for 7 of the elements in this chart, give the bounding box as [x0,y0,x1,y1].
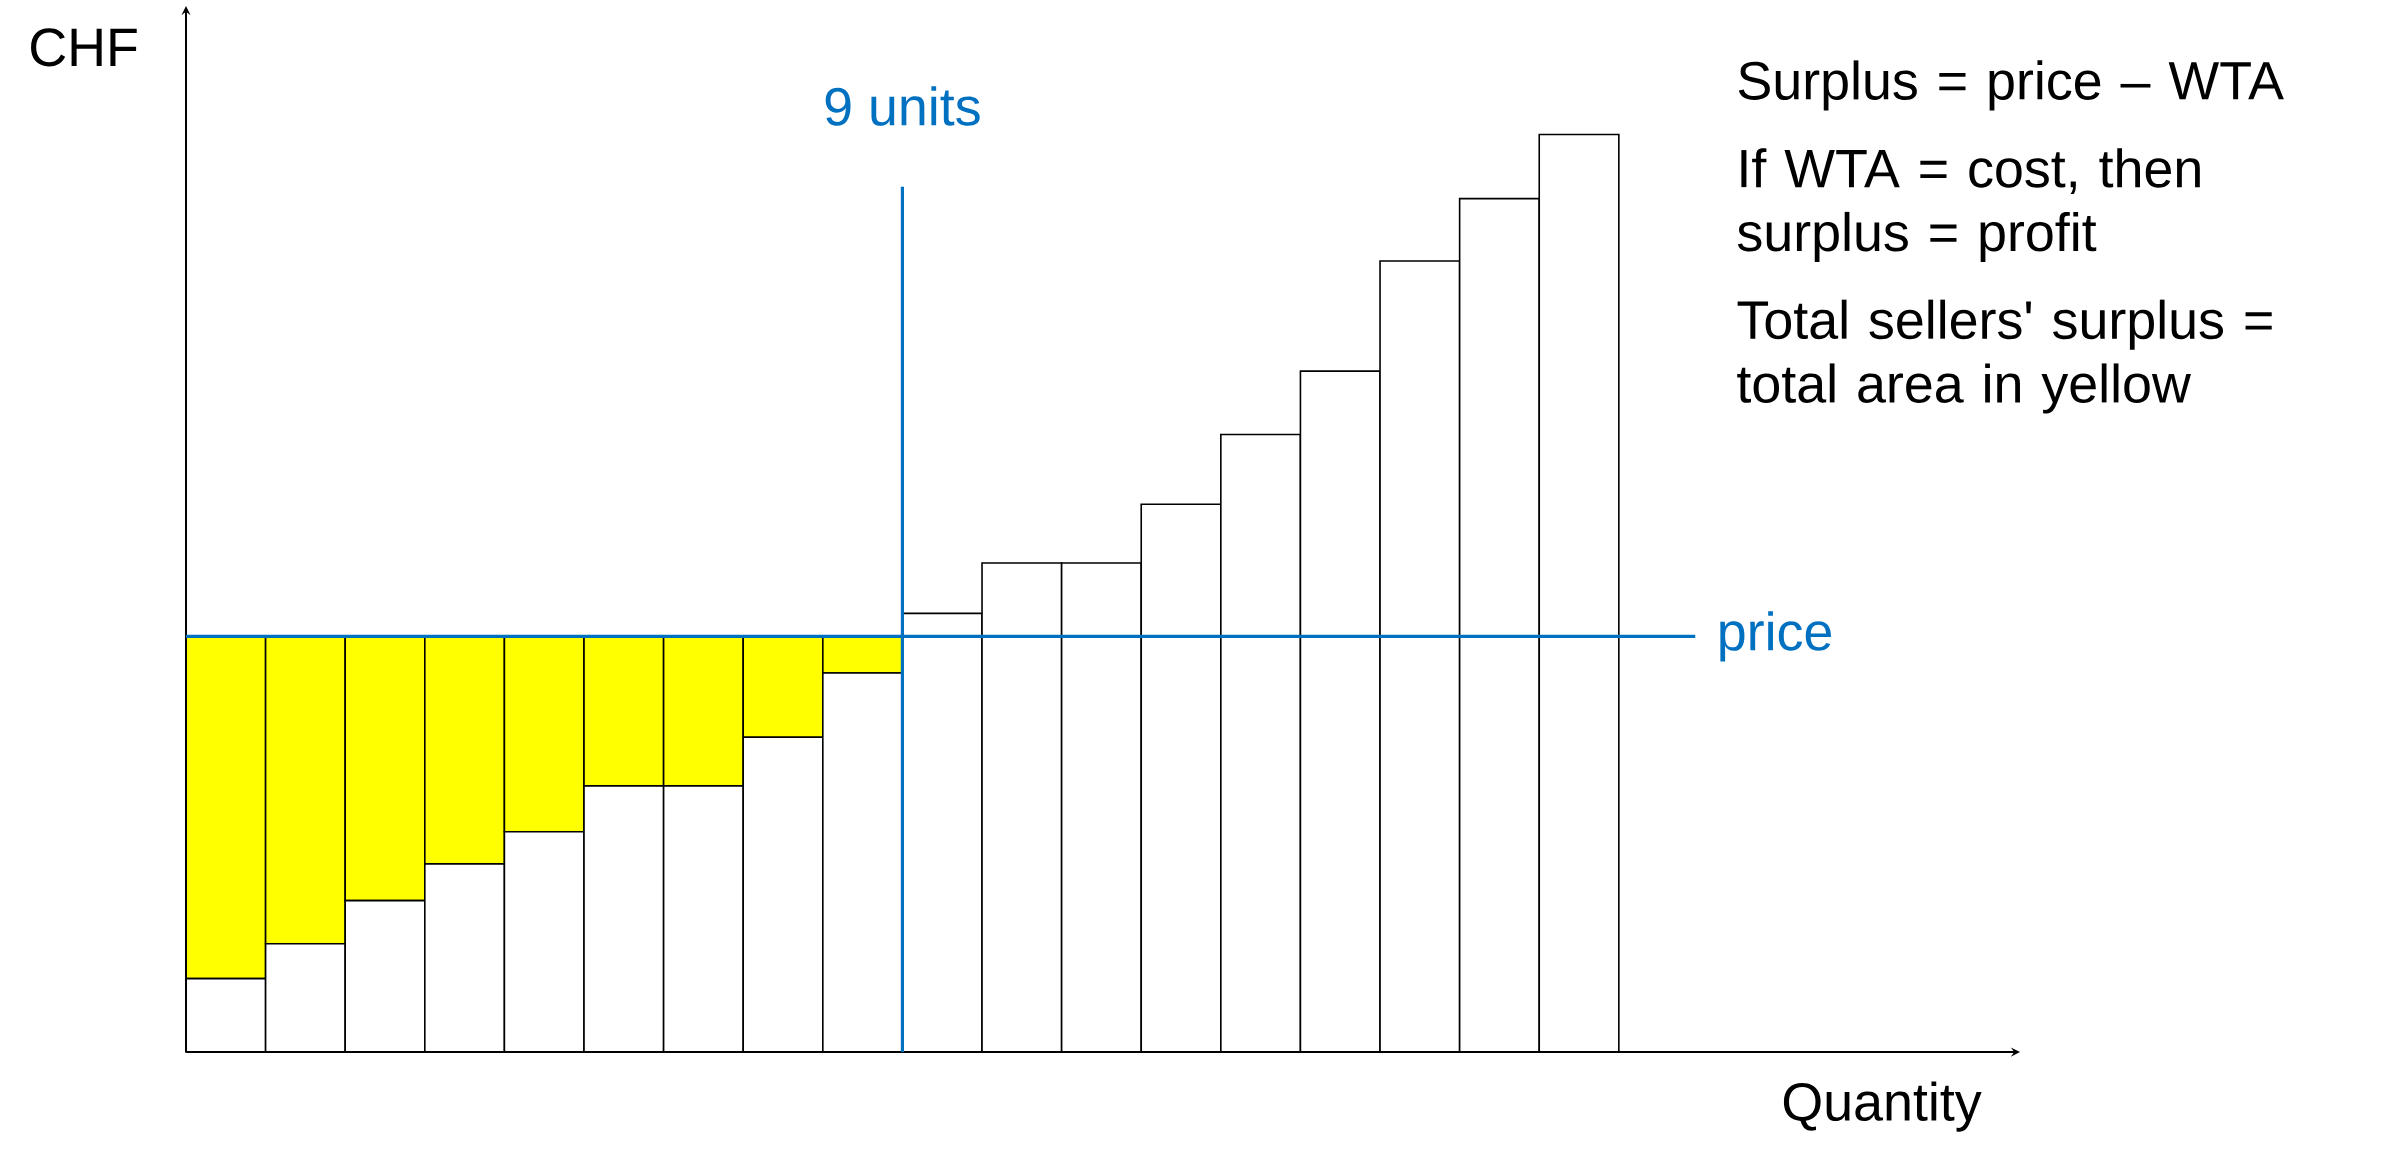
ref-line-label: price [1720,611,1831,662]
text: 9 units [825,86,980,126]
y-axis-title: CHF [31,28,137,67]
text: Total sellers' surplus = total area in yellow [1737,299,2272,414]
text: If WTA = cost, then surplus = profit [1737,148,2200,263]
text: Surplus = price – WTA [1738,60,2284,111]
x-axis-title: Quantity [1783,1081,1982,1132]
